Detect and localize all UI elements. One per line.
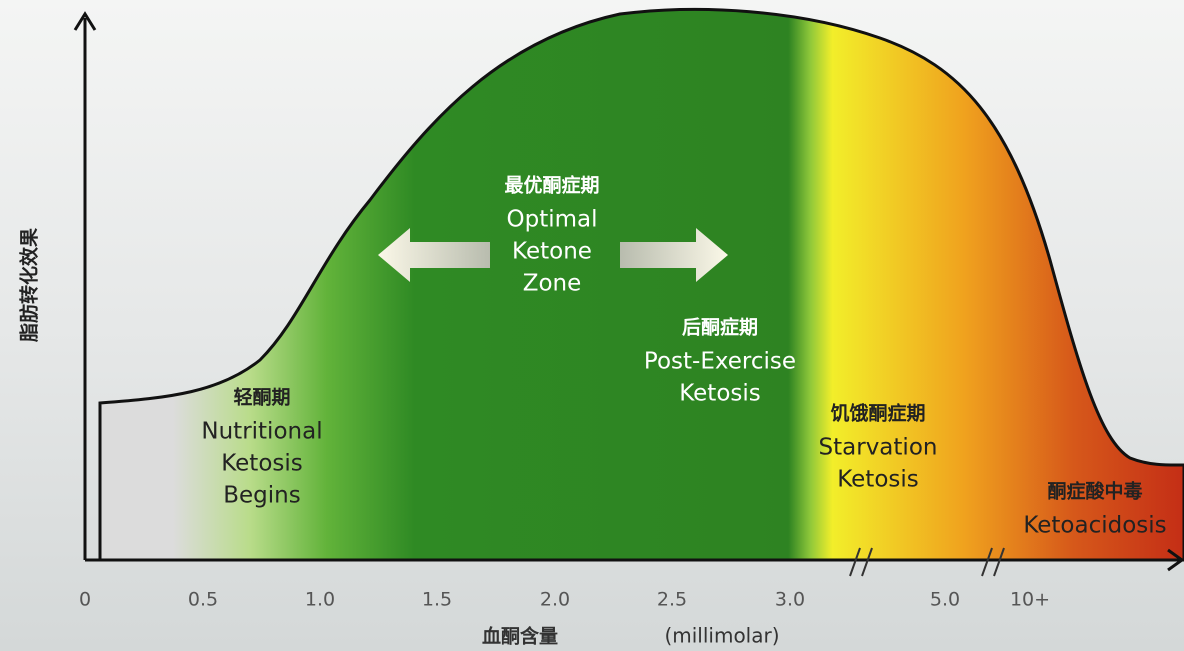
- x-tick-label: 2.0: [540, 589, 570, 611]
- tick-labels: 0 0.5 1.0 1.5 2.0 2.5 3.0 5.0 10+: [79, 589, 1050, 611]
- x-tick-label: 3.0: [775, 589, 805, 611]
- ketone-curve: [98, 7, 1184, 562]
- zone-text: Ketoacidosis: [1023, 513, 1166, 539]
- zone-text: Ketone: [512, 239, 592, 265]
- zone-text: Ketosis: [679, 381, 761, 407]
- left-arrow: [378, 228, 490, 282]
- zone-text: Starvation: [819, 435, 938, 461]
- zone-labels: 轻酮期 Nutritional Ketosis Begins 最优酮症期 Optimal K…: [201, 174, 1166, 539]
- y-axis-arrow: [73, 11, 97, 31]
- y-axis-label: 脂肪转化效果: [18, 228, 41, 342]
- x-axis-label: 血酮含量: [482, 625, 558, 648]
- right-arrow: [620, 228, 728, 282]
- x-tick-label: 5.0: [930, 589, 960, 611]
- zone-text: Begins: [223, 483, 300, 509]
- zone-text: Ketosis: [837, 467, 919, 493]
- zone-title: 最优酮症期: [504, 174, 599, 197]
- zone-title: 后酮症期: [682, 316, 758, 339]
- zone-text: Nutritional: [201, 419, 322, 445]
- zone-title: 酮症酸中毒: [1047, 480, 1142, 503]
- zone-text: Optimal: [506, 207, 597, 233]
- axis-breaks: [849, 547, 1005, 577]
- x-tick-label: 0.5: [188, 589, 218, 611]
- zone-text: Ketosis: [221, 451, 303, 477]
- x-axis-arrow: [1167, 548, 1184, 572]
- x-tick-label: 1.5: [422, 589, 452, 611]
- x-tick-label: 0: [79, 589, 91, 611]
- zone-title: 轻酮期: [233, 386, 290, 409]
- x-tick-label: 10+: [1010, 589, 1050, 611]
- zone-text: Zone: [523, 271, 582, 297]
- zone-text: Post-Exercise: [644, 349, 796, 375]
- zone-title: 饥饿酮症期: [830, 402, 925, 425]
- x-tick-label: 2.5: [657, 589, 687, 611]
- x-tick-label: 1.0: [305, 589, 335, 611]
- x-axis-unit: (millimolar): [664, 624, 779, 648]
